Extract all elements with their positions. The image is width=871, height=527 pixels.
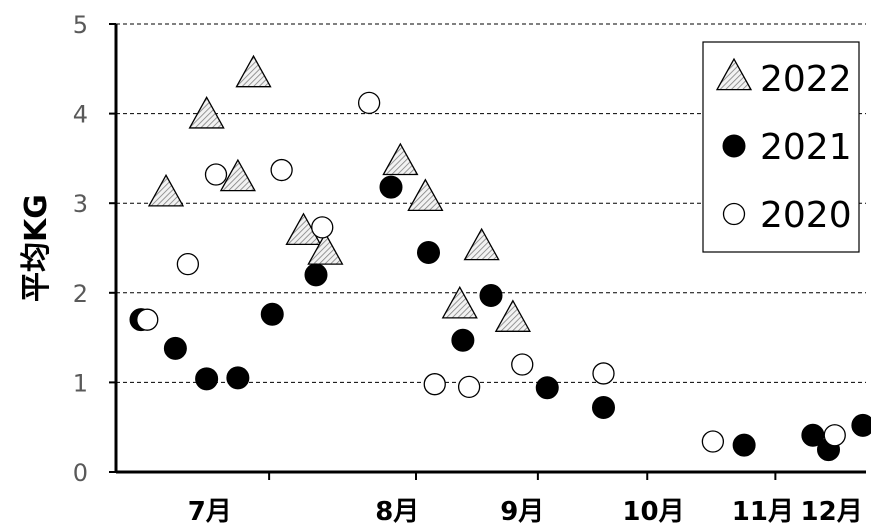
x-tick-label: 7月 (188, 497, 232, 527)
point-2020 (136, 308, 159, 331)
y-tick-label: 2 (73, 280, 88, 308)
point-2022 (494, 299, 531, 332)
y-tick-labels: 0 1 2 3 4 5 (73, 11, 88, 487)
y-tick-label: 3 (73, 190, 88, 218)
point-2021 (851, 413, 871, 437)
point-2020 (357, 91, 381, 114)
y-tick-label: 5 (73, 11, 88, 39)
series-2021 (129, 175, 871, 462)
point-2022 (147, 173, 185, 207)
x-tick-label: 9月 (500, 497, 544, 527)
point-2021 (163, 336, 187, 360)
legend-label: 2022 (760, 59, 852, 100)
point-2020 (311, 216, 334, 239)
series-2022 (147, 54, 531, 332)
legend-label: 2021 (760, 127, 852, 168)
point-2022 (219, 158, 256, 192)
point-2022 (188, 95, 225, 129)
point-2022 (441, 285, 478, 319)
legend-label: 2020 (760, 195, 852, 236)
point-2021 (451, 328, 475, 352)
point-2021 (732, 433, 756, 457)
legend-marker-2022 (715, 57, 753, 91)
point-2020 (176, 252, 200, 276)
x-tick-labels: 7月 8月 9月 10月 11月 12月 (188, 497, 863, 527)
legend-marker-2021 (722, 134, 746, 158)
y-tick-label: 1 (73, 369, 88, 397)
point-2021 (592, 395, 615, 419)
point-2022 (307, 232, 344, 265)
point-2020 (270, 158, 293, 182)
legend-marker-2020 (722, 202, 746, 226)
x-tick-label: 10月 (622, 497, 684, 527)
axes (109, 23, 866, 480)
series-2020 (136, 91, 846, 453)
point-2022 (235, 54, 272, 88)
y-tick-label: 0 (73, 459, 88, 487)
point-2020 (823, 424, 846, 447)
y-axis-label: 平均KG (19, 194, 54, 302)
point-2022 (382, 142, 419, 176)
point-2022 (463, 227, 500, 261)
point-2021 (535, 376, 559, 400)
point-2021 (226, 366, 250, 390)
point-2020 (423, 373, 446, 396)
point-2021 (417, 240, 440, 264)
point-2020 (701, 430, 725, 453)
point-2020 (457, 375, 481, 399)
x-tick-label: 12月 (801, 497, 863, 527)
data-points (129, 54, 871, 462)
x-tick-label: 8月 (375, 497, 419, 527)
point-2020 (204, 163, 228, 186)
y-tick-label: 4 (73, 101, 88, 129)
point-2020 (511, 353, 534, 376)
legend: 2022 2021 2020 (702, 41, 860, 253)
point-2022 (407, 178, 444, 211)
point-2020 (592, 362, 615, 385)
x-tick-label: 11月 (732, 497, 794, 527)
point-2021 (195, 367, 219, 391)
point-2021 (260, 302, 284, 326)
point-2021 (379, 175, 403, 199)
point-2021 (304, 263, 328, 287)
point-2021 (479, 283, 503, 307)
